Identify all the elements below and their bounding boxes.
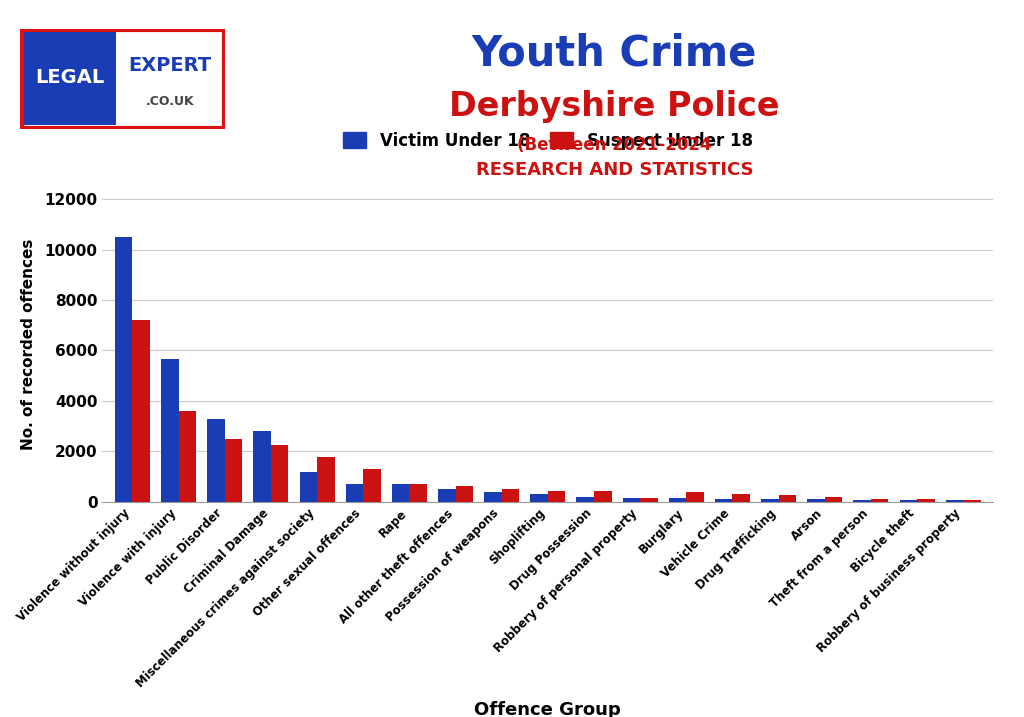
Bar	[161, 359, 178, 502]
Bar	[484, 493, 502, 502]
Bar	[807, 499, 824, 502]
Bar	[115, 237, 132, 502]
Bar	[871, 498, 889, 502]
Bar	[207, 419, 224, 502]
Bar	[946, 500, 964, 502]
Text: .CO.UK: .CO.UK	[145, 95, 195, 108]
FancyBboxPatch shape	[24, 32, 116, 125]
Legend: Victim Under 18, Suspect Under 18: Victim Under 18, Suspect Under 18	[336, 125, 760, 157]
Bar	[299, 472, 317, 502]
Text: (Between 2021-2024: (Between 2021-2024	[517, 136, 712, 154]
Bar	[686, 493, 703, 502]
X-axis label: Offence Group: Offence Group	[474, 701, 622, 717]
Bar	[623, 498, 640, 502]
Bar	[253, 431, 271, 502]
Bar	[438, 488, 456, 502]
Bar	[964, 500, 981, 502]
Bar	[778, 495, 797, 502]
Bar	[669, 498, 686, 502]
Bar	[502, 488, 519, 502]
Text: RESEARCH AND STATISTICS: RESEARCH AND STATISTICS	[475, 161, 754, 179]
Text: Derbyshire Police: Derbyshire Police	[450, 90, 779, 123]
Bar	[594, 491, 611, 502]
Bar	[364, 469, 381, 502]
Bar	[178, 411, 197, 502]
Bar	[732, 494, 750, 502]
Bar	[456, 486, 473, 502]
Bar	[530, 494, 548, 502]
Bar	[918, 499, 935, 502]
Text: LEGAL: LEGAL	[35, 68, 104, 87]
Bar	[899, 500, 918, 502]
Bar	[761, 499, 778, 502]
Bar	[853, 500, 871, 502]
Bar	[824, 497, 843, 502]
Text: Youth Crime: Youth Crime	[472, 32, 757, 75]
Bar	[548, 491, 565, 502]
Bar	[640, 498, 657, 502]
Bar	[410, 484, 427, 502]
Bar	[577, 497, 594, 502]
Y-axis label: No. of recorded offences: No. of recorded offences	[22, 239, 36, 450]
Text: EXPERT: EXPERT	[128, 56, 212, 75]
Bar	[317, 457, 335, 502]
Bar	[271, 445, 289, 502]
Bar	[346, 484, 364, 502]
Bar	[392, 484, 410, 502]
Bar	[132, 320, 150, 502]
FancyBboxPatch shape	[22, 30, 224, 128]
Bar	[224, 439, 243, 502]
Bar	[715, 498, 732, 502]
